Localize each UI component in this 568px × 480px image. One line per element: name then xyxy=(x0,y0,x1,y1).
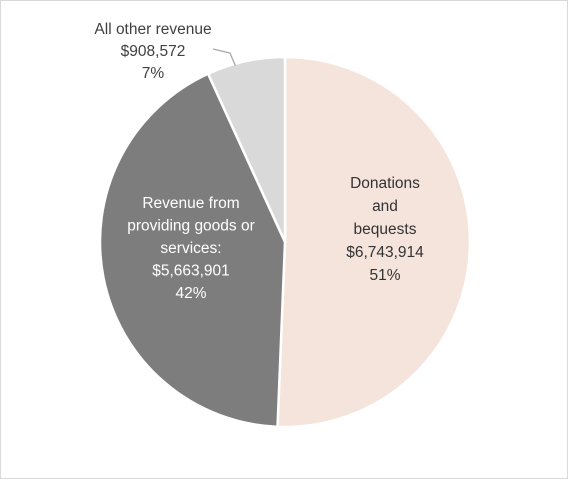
pie-slices xyxy=(98,55,472,429)
pie-slice-revenue-from-providing-goods-or-services xyxy=(98,72,287,429)
slice-name-line: bequests xyxy=(354,221,417,238)
slice-name-line: providing goods or xyxy=(127,218,255,235)
pie-slice-donations-and-bequests xyxy=(276,55,472,429)
slice-value-label: $6,743,914 xyxy=(346,244,424,261)
slice-percent-label: 51% xyxy=(369,267,400,284)
pie-label-revenue-from-providing-goods-or-services: Revenue from providing goods or services: $… xyxy=(127,195,255,302)
pie-slice-all-other-revenue xyxy=(206,55,287,244)
slice-percent-label: 7% xyxy=(142,65,165,82)
pie-label-donations-and-bequests: Donations and bequests $6,743,914 51% xyxy=(346,175,424,284)
pie-label-all-other-revenue: All other revenue $908,572 7% xyxy=(94,21,211,82)
slice-name-line: Donations xyxy=(350,175,420,192)
slice-name-line: services: xyxy=(160,240,221,257)
leader-line-all-other-revenue xyxy=(212,48,236,67)
slice-percent-label: 42% xyxy=(175,285,206,302)
slice-name-line: All other revenue xyxy=(94,21,211,38)
slice-value-label: $5,663,901 xyxy=(152,263,230,280)
slice-name-line: Revenue from xyxy=(142,195,239,212)
slice-value-label: $908,572 xyxy=(121,43,186,60)
pie-labels: Donations and bequests $6,743,914 51% Revenue… xyxy=(94,21,424,302)
slice-name-line: and xyxy=(372,198,398,215)
